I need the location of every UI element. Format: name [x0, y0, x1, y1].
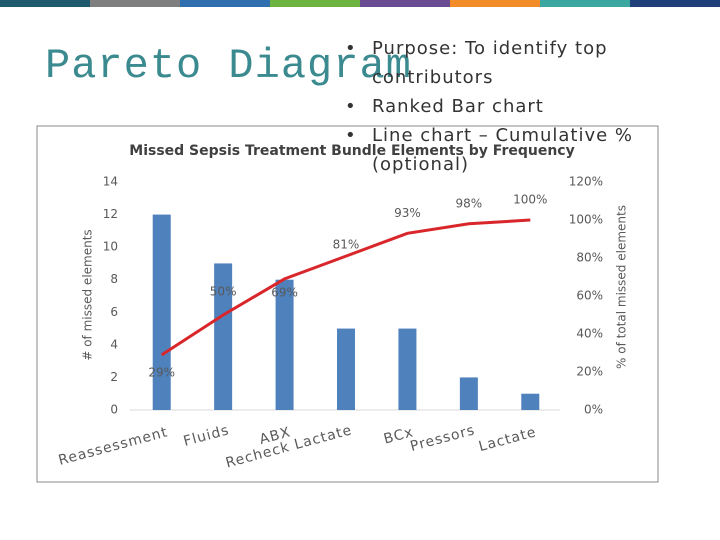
y-tick-label: 2	[110, 370, 118, 384]
data-label: 98%	[456, 196, 483, 210]
y2-axis-label: % of total missed elements	[615, 205, 629, 369]
y-tick-label: 12	[103, 207, 118, 221]
y-tick-label: 10	[103, 240, 118, 254]
y-tick-label: 4	[110, 337, 118, 351]
data-label: 69%	[271, 285, 298, 299]
bullet-list: Purpose: To identify top contributorsRan…	[345, 34, 665, 179]
cumulative-line	[160, 218, 531, 357]
y-tick-label: 8	[110, 272, 118, 286]
y2-tick-label: 20%	[576, 365, 603, 379]
data-label: 81%	[333, 238, 360, 252]
y2-tick-label: 0%	[584, 403, 603, 417]
data-label: 100%	[513, 193, 547, 207]
data-label: 50%	[210, 285, 237, 299]
y-tick-label: 6	[110, 305, 118, 319]
y2-tick-label: 60%	[576, 289, 603, 303]
y2-tick-label: 40%	[576, 327, 603, 341]
bar	[337, 328, 355, 410]
y-axis-label: # of missed elements	[81, 229, 95, 360]
bar	[398, 328, 417, 410]
y-tick-label: 14	[103, 175, 118, 189]
bar	[521, 393, 540, 410]
bar	[214, 263, 233, 410]
y2-tick-label: 80%	[576, 251, 603, 265]
bar	[275, 279, 294, 410]
x-tick-label: BCx	[382, 424, 416, 447]
y2-tick-label: 100%	[569, 213, 603, 227]
bar	[152, 214, 171, 410]
bullet: Purpose: To identify top contributors	[345, 34, 665, 92]
data-label: 93%	[394, 206, 421, 220]
y-tick-label: 0	[110, 403, 118, 417]
bullet: Line chart – Cumulative % (optional)	[345, 121, 665, 179]
x-tick-label: ABX	[258, 424, 293, 448]
chart-frame	[36, 125, 659, 483]
data-label: 29%	[148, 365, 175, 379]
bullet: Ranked Bar chart	[345, 92, 665, 121]
bar	[459, 377, 478, 410]
top-stripe	[0, 0, 720, 7]
